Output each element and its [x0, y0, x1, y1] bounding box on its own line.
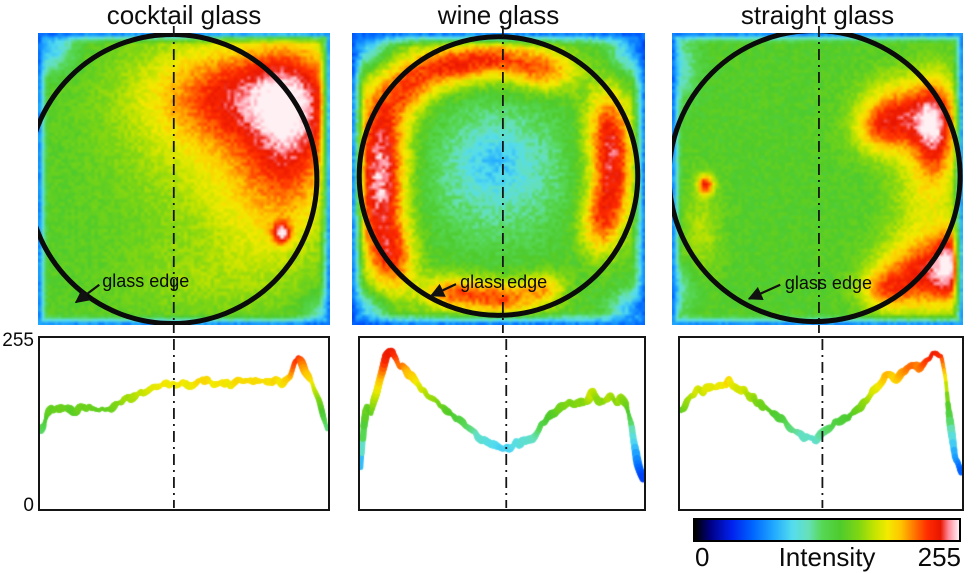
glass-edge-arrow — [747, 283, 781, 300]
glass-edge-label: glass edge — [784, 273, 872, 294]
glass-edge-label: glass edge — [460, 271, 548, 292]
y-axis-max-label: 255 — [2, 330, 34, 351]
profile-canvas — [40, 338, 328, 509]
profile-canvas — [360, 338, 644, 509]
heatmap-overlay — [672, 26, 963, 333]
panel-title-wine: wine glass — [437, 0, 560, 30]
colorbar-gradient — [695, 520, 959, 540]
y-axis-min-label: 0 — [23, 495, 34, 516]
profile-overlay — [173, 339, 175, 508]
heatmap-overlay — [38, 26, 320, 333]
profile-plot-straight — [678, 336, 964, 511]
heatmap-straight: glass edge — [672, 26, 963, 333]
heatmap-cocktail: glass edge — [38, 26, 330, 333]
colorbar-max-label: 255 — [917, 542, 961, 572]
glass-edge-label: glass edge — [102, 270, 190, 291]
colorbar-labels: 0 Intensity 255 — [693, 542, 961, 572]
glass-edge-arrow — [429, 283, 457, 297]
heatmap-canvas — [672, 33, 963, 325]
glass-edge-circle — [356, 34, 641, 318]
profile-overlay — [821, 339, 824, 508]
profile-canvas — [680, 338, 962, 509]
panel-title-cocktail: cocktail glass — [106, 0, 262, 30]
heatmap-wine: glass edge — [352, 26, 645, 333]
colorbar — [693, 518, 961, 542]
glass-edge-circle — [672, 33, 963, 325]
panel-title-straight: straight glass — [740, 0, 895, 30]
profile-plot-cocktail — [38, 336, 330, 511]
colorbar-min-label: 0 — [695, 542, 710, 572]
profile-plot-wine — [358, 336, 646, 511]
heatmap-overlay — [356, 26, 641, 333]
colorbar-title: Intensity — [778, 542, 876, 572]
glass-edge-arrow — [74, 283, 100, 304]
glass-edge-circle — [38, 33, 320, 325]
profile-overlay — [505, 339, 508, 508]
